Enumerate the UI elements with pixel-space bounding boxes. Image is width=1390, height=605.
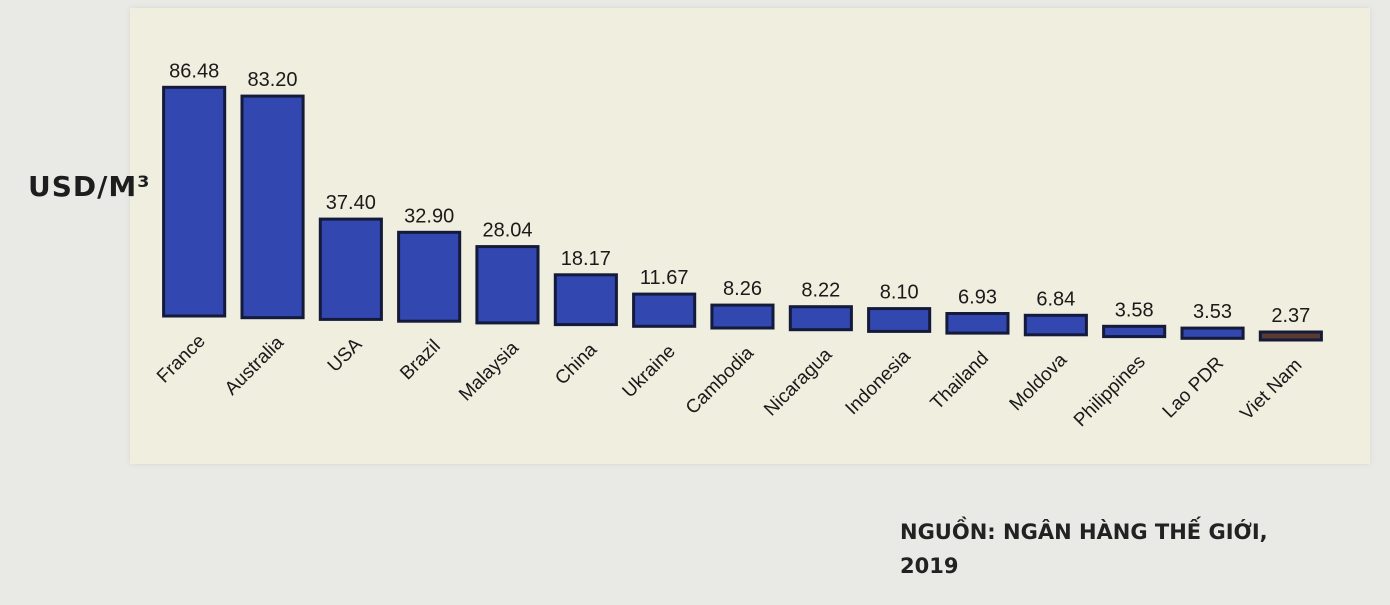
- category-label-thailand: Thailand: [927, 348, 993, 414]
- bar-usa: [318, 217, 383, 321]
- category-label-lao-pdr: Lao PDR: [1159, 353, 1228, 422]
- category-label-australia: Australia: [221, 332, 288, 399]
- category-label-moldova: Moldova: [1006, 349, 1072, 415]
- bar-nicaragua: [788, 305, 853, 332]
- bar-ukraine: [632, 292, 697, 328]
- bar-viet-nam: [1258, 330, 1323, 342]
- bar-philippines: [1102, 324, 1167, 339]
- category-label-brazil: Brazil: [396, 336, 444, 384]
- bar-australia: [240, 94, 305, 320]
- value-label-china: 18.17: [561, 248, 611, 270]
- value-label-indonesia: 8.10: [880, 282, 919, 304]
- category-label-usa: USA: [324, 334, 367, 377]
- bar-france: [162, 85, 227, 318]
- source-line-1: NGUỒN: NGÂN HÀNG THẾ GIỚI,: [900, 520, 1268, 544]
- bar-indonesia: [867, 307, 932, 333]
- value-label-ukraine: 11.67: [640, 267, 689, 289]
- category-label-nicaragua: Nicaragua: [760, 344, 836, 420]
- bar-china: [553, 273, 618, 327]
- source-note: NGUỒN: NGÂN HÀNG THẾ GIỚI, 2019: [900, 515, 1380, 583]
- value-label-australia: 83.20: [247, 69, 297, 91]
- bar-thailand: [945, 312, 1010, 335]
- value-label-cambodia: 8.26: [723, 278, 762, 300]
- category-label-china: China: [551, 339, 601, 389]
- y-axis-label: USD/M³: [28, 170, 151, 203]
- bar-cambodia: [710, 303, 775, 330]
- value-label-viet-nam: 2.37: [1271, 305, 1310, 327]
- value-label-france: 86.48: [169, 60, 219, 82]
- value-label-malaysia: 28.04: [482, 220, 532, 242]
- category-label-malaysia: Malaysia: [455, 337, 523, 405]
- value-label-moldova: 6.84: [1036, 288, 1075, 310]
- value-label-usa: 37.40: [326, 192, 376, 214]
- bar-malaysia: [475, 245, 540, 325]
- category-label-ukraine: Ukraine: [619, 341, 680, 402]
- bar-chart: 86.48 France 83.20 Australia 37.40 USA 32.90 Br…: [153, 60, 1323, 431]
- chart-panel: 86.48 France 83.20 Australia 37.40 USA 32.90 Br…: [130, 8, 1370, 464]
- value-label-thailand: 6.93: [958, 287, 997, 309]
- category-label-philippines: Philippines: [1070, 351, 1150, 431]
- category-label-cambodia: Cambodia: [682, 342, 758, 418]
- category-label-indonesia: Indonesia: [842, 346, 915, 419]
- bar-lao-pdr: [1180, 326, 1245, 340]
- value-label-nicaragua: 8.22: [801, 280, 840, 302]
- category-label-france: France: [153, 331, 210, 388]
- value-label-lao-pdr: 3.53: [1193, 301, 1232, 323]
- value-label-philippines: 3.58: [1115, 299, 1154, 321]
- bar-brazil: [397, 230, 462, 323]
- bar-moldova: [1023, 313, 1088, 337]
- category-label-viet-nam: Viet Nam: [1236, 355, 1306, 425]
- source-line-2: 2019: [900, 554, 959, 578]
- value-label-brazil: 32.90: [404, 205, 454, 227]
